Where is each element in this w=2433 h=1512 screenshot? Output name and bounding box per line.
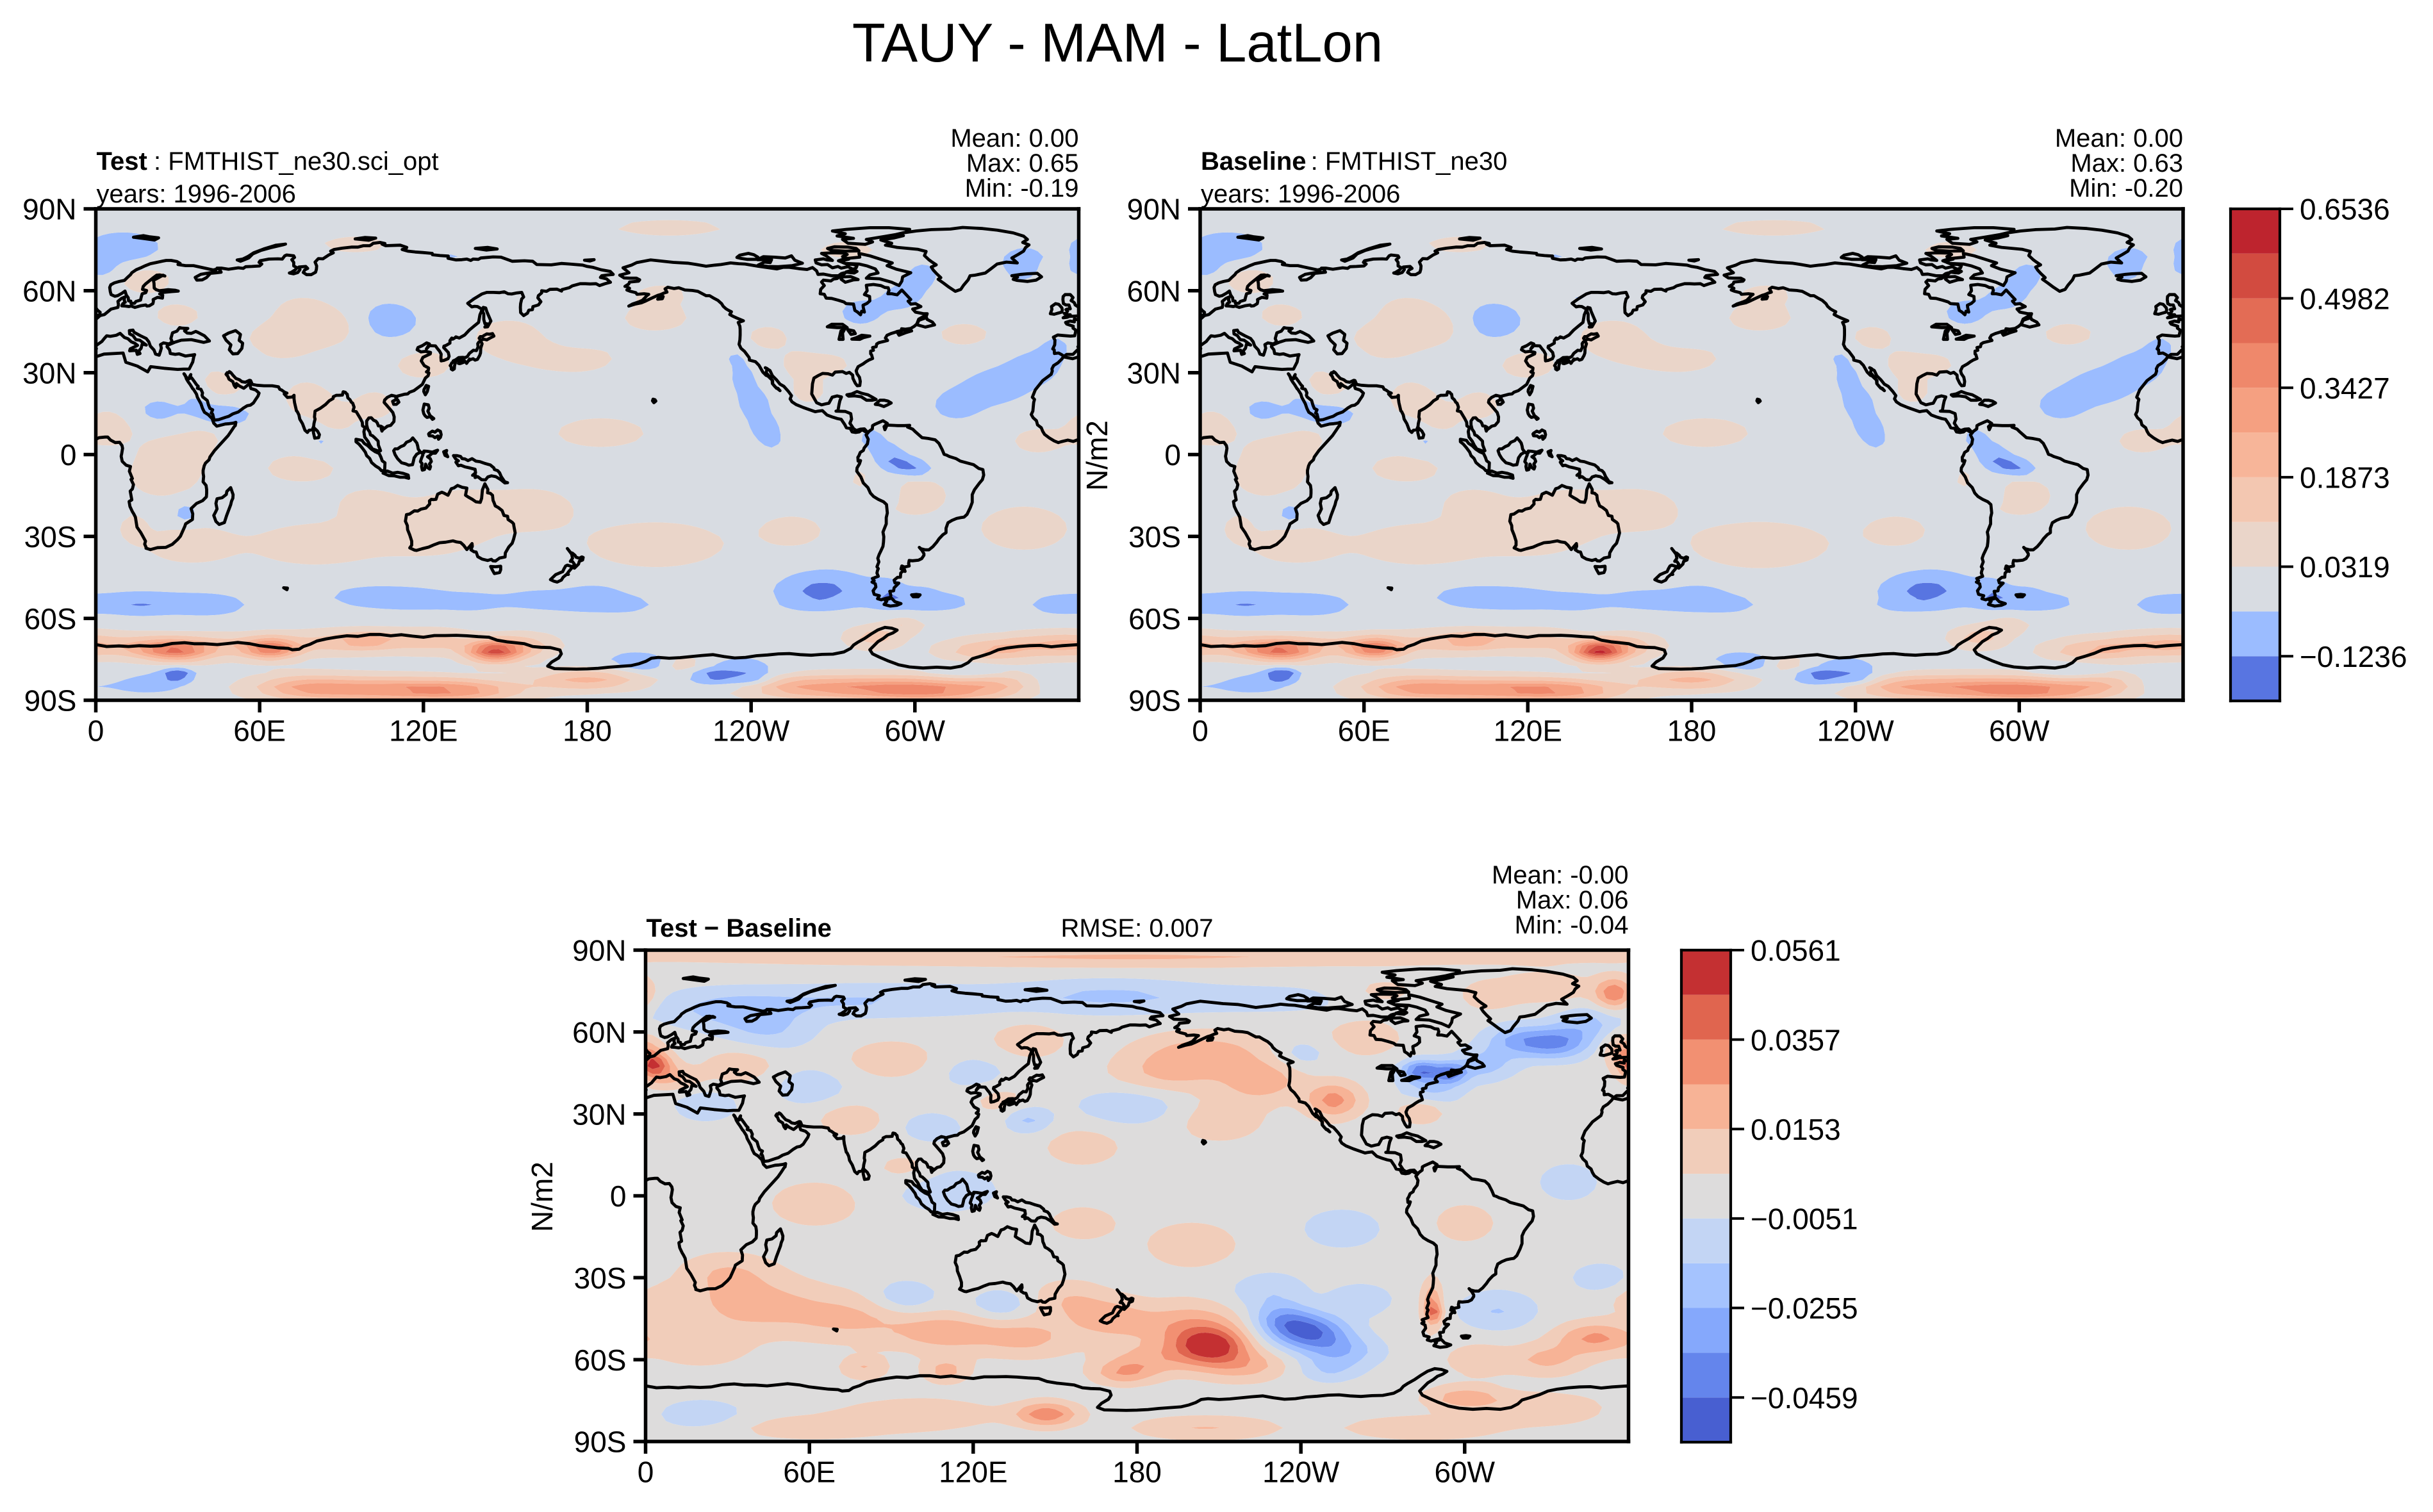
svg-text:Min: -0.20: Min: -0.20 [2069,174,2183,202]
svg-text:60E: 60E [233,714,286,747]
svg-text:30S: 30S [1128,520,1181,554]
svg-text:90S: 90S [574,1426,627,1459]
svg-text:Test − Baseline: Test − Baseline [647,914,832,942]
svg-text:Min: -0.04: Min: -0.04 [1515,911,1629,939]
svg-text:60W: 60W [1435,1455,1496,1488]
svg-text:0.0561: 0.0561 [1751,934,1841,967]
svg-text:60S: 60S [574,1344,627,1377]
svg-text:60E: 60E [1338,714,1390,747]
svg-text:180: 180 [1667,714,1717,747]
svg-text:years: 1996-2006: years: 1996-2006 [97,180,296,208]
svg-text:30N: 30N [22,356,76,390]
svg-text:−0.1236: −0.1236 [2300,640,2407,673]
svg-text:0.6536: 0.6536 [2300,193,2390,226]
svg-text:Mean: 0.00: Mean: 0.00 [2055,124,2183,152]
svg-text:60N: 60N [1127,275,1181,308]
svg-text:120W: 120W [1262,1455,1340,1488]
svg-text:0.0357: 0.0357 [1751,1023,1841,1056]
svg-text:0: 0 [610,1179,627,1213]
svg-text:60S: 60S [1128,602,1181,636]
svg-text:60W: 60W [1989,714,2050,747]
svg-text:60N: 60N [572,1016,626,1049]
svg-text:90N: 90N [1127,193,1181,226]
svg-text:30N: 30N [572,1097,626,1131]
svg-text:N/m2: N/m2 [525,1162,559,1232]
svg-text:0: 0 [1192,714,1208,747]
svg-text:−0.0255: −0.0255 [1751,1292,1858,1325]
svg-text:0: 0 [1164,438,1181,472]
svg-text:years: 1996-2006: years: 1996-2006 [1201,180,1400,208]
svg-text:30S: 30S [574,1261,627,1295]
svg-text:180: 180 [1112,1455,1162,1488]
svg-text:0.0319: 0.0319 [2300,550,2390,584]
svg-text:Mean: -0.00: Mean: -0.00 [1492,861,1628,889]
svg-text:90N: 90N [572,934,626,967]
svg-text:N/m2: N/m2 [1080,420,1114,491]
svg-text:90S: 90S [24,684,77,718]
svg-text:90S: 90S [1128,684,1181,718]
svg-text:0: 0 [638,1455,654,1488]
svg-text:−0.0459: −0.0459 [1751,1381,1858,1415]
svg-text:90N: 90N [22,193,76,226]
svg-text:180: 180 [563,714,612,747]
svg-text:0.0153: 0.0153 [1751,1113,1841,1146]
svg-text:Mean: 0.00: Mean: 0.00 [950,124,1078,152]
svg-text:Max: 0.06: Max: 0.06 [1516,886,1629,914]
svg-text:120E: 120E [939,1455,1007,1488]
svg-text:0.4982: 0.4982 [2300,282,2390,315]
svg-text:60W: 60W [885,714,946,747]
svg-text:Max: 0.63: Max: 0.63 [2070,149,2183,177]
svg-text:0: 0 [88,714,104,747]
svg-text:30S: 30S [24,520,77,554]
svg-text:120E: 120E [1494,714,1562,747]
svg-text:Baseline: Baseline [1201,147,1307,176]
svg-text:: FMTHIST_ne30.sci_opt: : FMTHIST_ne30.sci_opt [147,147,439,176]
svg-text:Min: -0.19: Min: -0.19 [965,174,1079,202]
svg-text:120W: 120W [713,714,790,747]
svg-text:60N: 60N [22,275,76,308]
svg-text:TAUY - MAM - LatLon: TAUY - MAM - LatLon [852,13,1383,74]
svg-text:: FMTHIST_ne30: : FMTHIST_ne30 [1304,147,1508,176]
svg-text:30N: 30N [1127,356,1181,390]
svg-text:0.1873: 0.1873 [2300,461,2390,495]
svg-text:Test: Test [97,147,147,176]
svg-text:60E: 60E [783,1455,836,1488]
svg-text:Max: 0.65: Max: 0.65 [966,149,1079,177]
svg-text:RMSE: 0.007: RMSE: 0.007 [1061,914,1214,942]
svg-text:120W: 120W [1817,714,1895,747]
svg-text:−0.0051: −0.0051 [1751,1203,1858,1236]
svg-text:60S: 60S [24,602,77,636]
svg-text:0: 0 [60,438,77,472]
svg-text:0.3427: 0.3427 [2300,372,2390,405]
svg-text:120E: 120E [389,714,458,747]
